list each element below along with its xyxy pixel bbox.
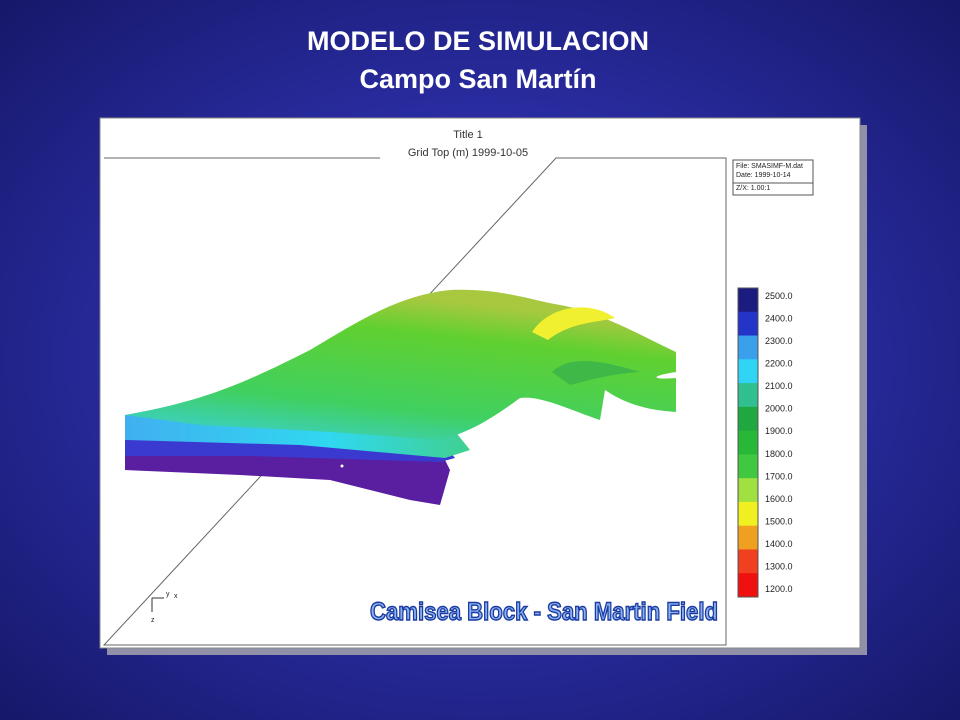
- axis-z: z: [151, 617, 155, 624]
- info-ratio: Z/X: 1.00:1: [736, 185, 770, 192]
- color-scale: 2500.0 2400.0 2300.0 2200.0 2100.0 2000.0 1900…: [737, 287, 793, 598]
- scale-swatch: [738, 311, 758, 337]
- caption: Camisea Block - San Martin Field: [370, 598, 718, 626]
- axis-x: x: [174, 593, 178, 600]
- scale-label: 1800.0: [765, 449, 793, 459]
- info-file: File: SMASIMF-M.dat: [736, 163, 803, 170]
- scale-label: 2500.0: [765, 291, 793, 301]
- axis-y: y: [166, 591, 170, 598]
- scale-swatch: [738, 478, 758, 503]
- plot-frame: [102, 157, 727, 646]
- scale-label: 1300.0: [765, 561, 793, 571]
- scale-label: 1900.0: [765, 426, 793, 436]
- model-3d: [125, 289, 676, 505]
- scale-label: 1400.0: [765, 539, 793, 549]
- scale-label: 2300.0: [765, 336, 793, 346]
- scale-swatch: [738, 383, 758, 408]
- scale-swatch: [738, 501, 758, 527]
- scale-swatch: [738, 454, 758, 479]
- scale-swatch: [738, 573, 758, 598]
- scale-swatch: [738, 549, 758, 574]
- figure-subtitle: Grid Top (m) 1999-10-05: [408, 147, 528, 159]
- scale-label: 1200.0: [765, 584, 793, 594]
- scale-swatch: [738, 406, 758, 432]
- scale-label: 2000.0: [765, 404, 793, 414]
- axis-triad: [151, 597, 164, 612]
- scale-border: [737, 287, 759, 598]
- scale-label: 1700.0: [765, 471, 793, 481]
- info-date: Date: 1999-10-14: [736, 172, 791, 179]
- scale-label: 2200.0: [765, 359, 793, 369]
- scale-swatch: [738, 359, 758, 384]
- scale-swatch: [738, 525, 758, 550]
- scale-label: 1500.0: [765, 516, 793, 526]
- scale-swatch: [738, 430, 758, 455]
- subtitle: Campo San Martín: [359, 64, 596, 94]
- title: MODELO DE SIMULACION: [307, 26, 649, 56]
- figure-title: Title 1: [453, 129, 483, 141]
- scale-label: 2400.0: [765, 314, 793, 324]
- scale-swatch: [738, 288, 758, 313]
- info-box: [732, 159, 814, 196]
- scale-swatch: [738, 335, 758, 360]
- scale-label: 2100.0: [765, 381, 793, 391]
- scale-label: 1600.0: [765, 494, 793, 504]
